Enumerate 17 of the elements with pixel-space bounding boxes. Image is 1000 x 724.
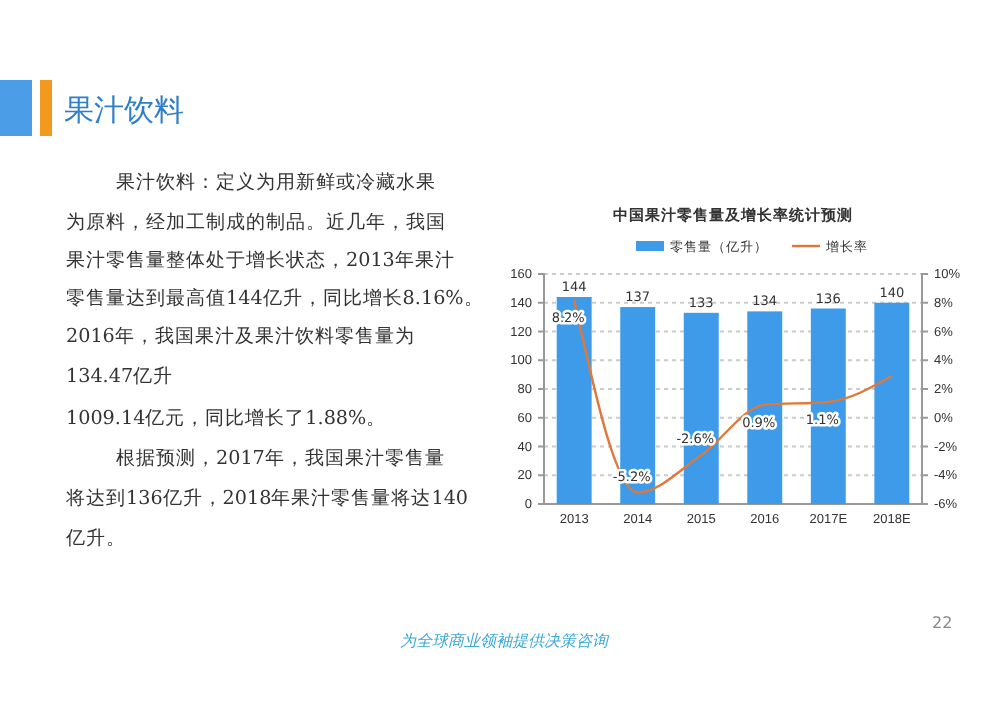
bar [874,302,910,504]
text: 根据预测，2017年，我国果汁零售量 [116,446,445,470]
text: 将达到136亿升，2018年果汁零售量将达140 [64,486,469,510]
text: 1009.14亿元，同比增长了1.88%。 [66,406,387,430]
text: 为全球商业领袖提供决策咨询 [400,632,610,650]
bar [556,297,592,504]
bar [747,311,783,504]
text: 零售量达到最高值144亿升，同比增长8.16%。 [66,286,484,310]
text: 果汁饮料：定义为用新鲜或冷藏水果 [116,170,436,194]
text: 果汁饮料 [64,92,184,128]
bar [810,308,846,504]
text: 134.47亿升 [66,364,174,388]
text: 22 [932,614,953,632]
text: 亿升。 [64,526,126,550]
text: 为原料，经加工制成的制品。近几年，我国 [66,210,446,234]
text: 果汁零售量整体处于增长状态，2013年果汁 [66,248,455,272]
text: 2016年，我国果汁及果汁饮料零售量为 [66,324,415,348]
